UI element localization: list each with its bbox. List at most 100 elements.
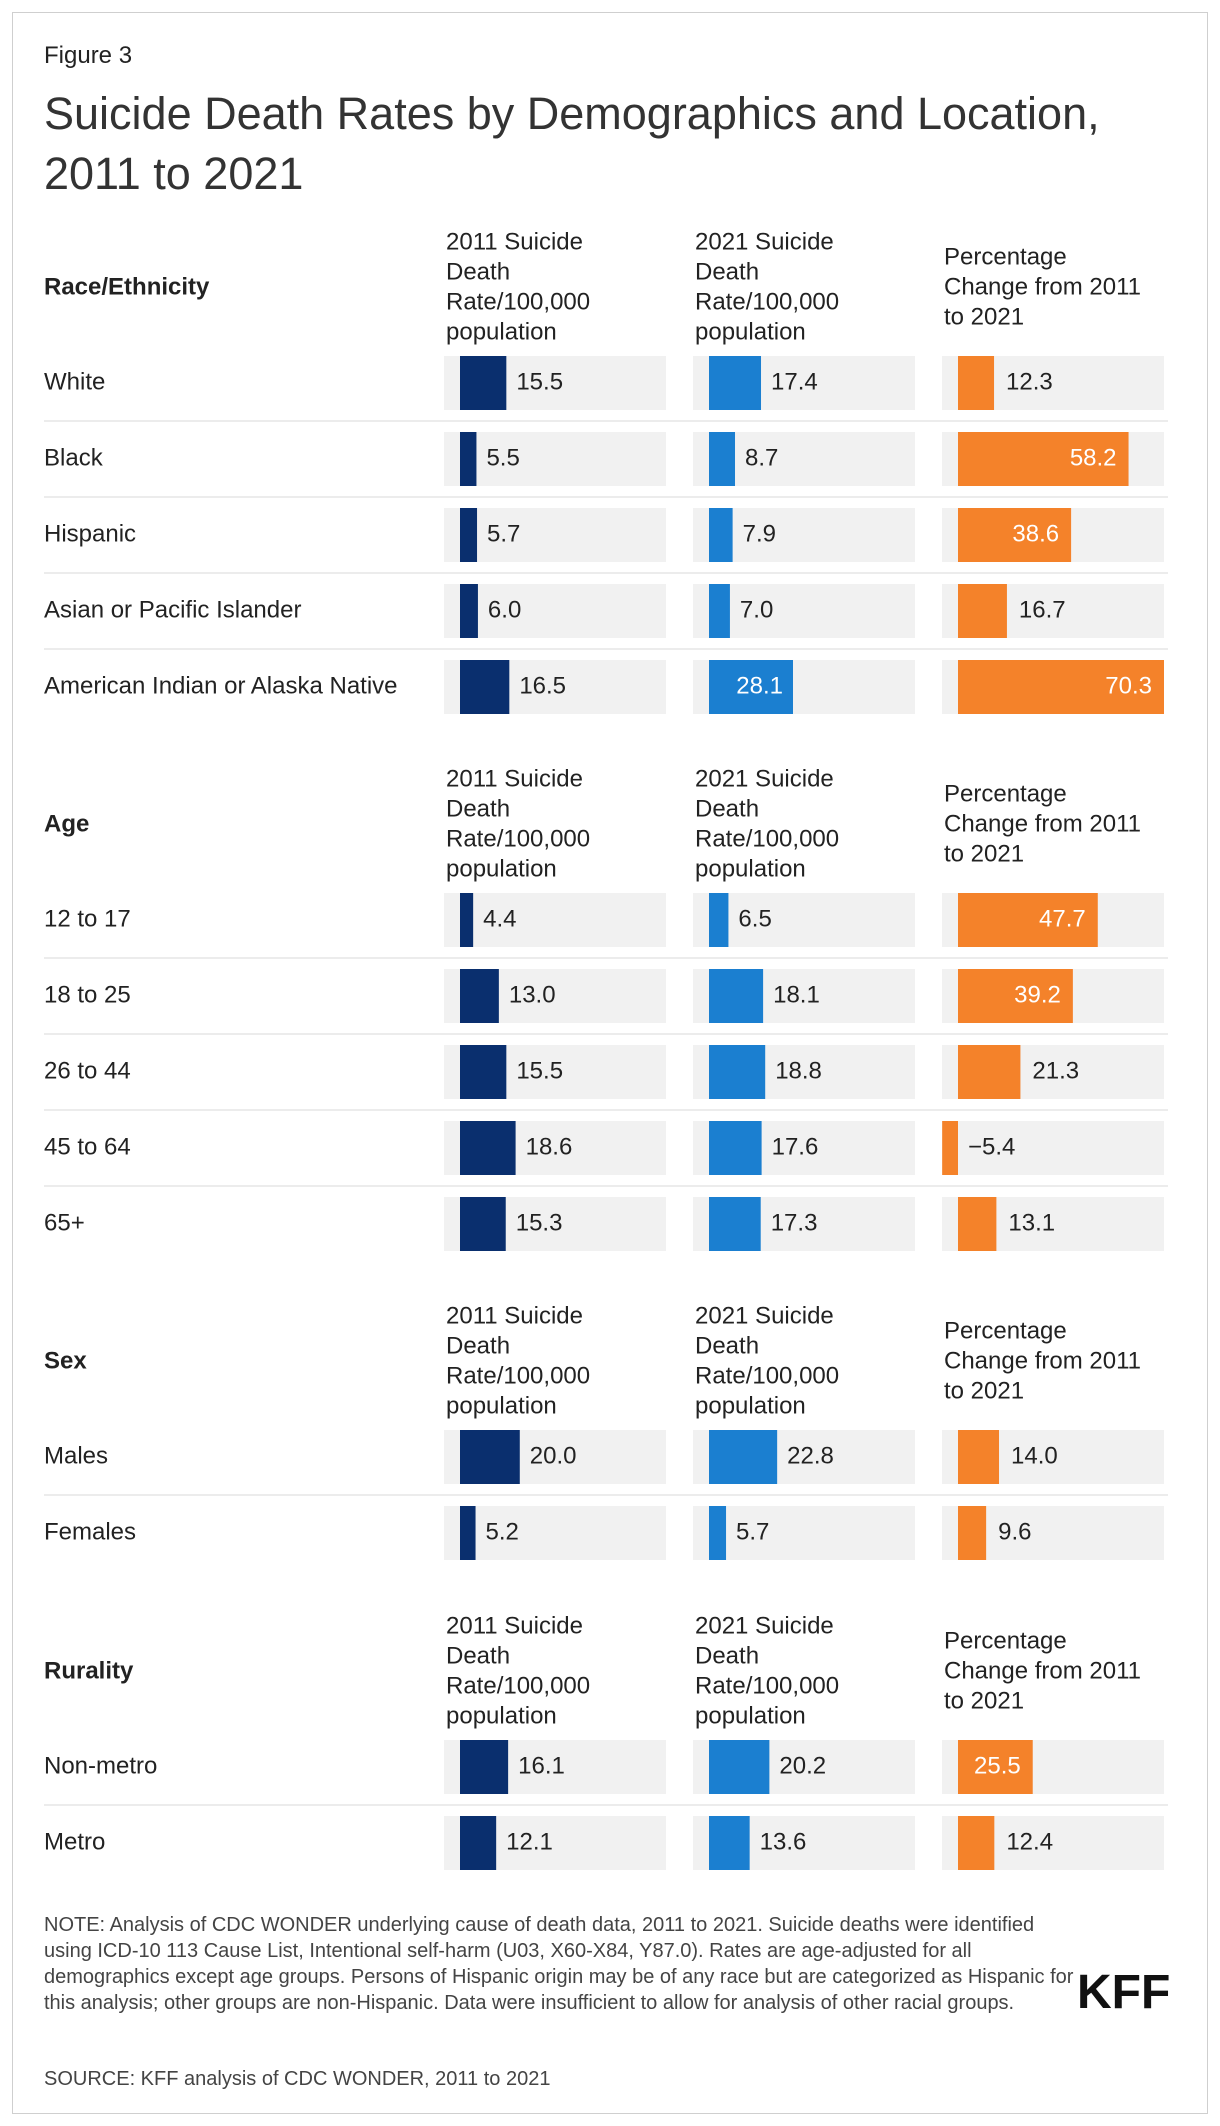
bar-value-label: 7.0 xyxy=(740,596,773,623)
bar-value-label: 14.0 xyxy=(1011,1442,1058,1469)
bar-value-label: 17.4 xyxy=(771,368,818,395)
column-header-line: to 2021 xyxy=(944,840,1024,867)
column-header-line: to 2021 xyxy=(944,303,1024,330)
bar-2011 xyxy=(460,432,477,486)
bar-value-label: 9.6 xyxy=(998,1518,1031,1545)
bar-2011 xyxy=(460,356,507,410)
bar-value-label: 12.4 xyxy=(1006,1828,1053,1855)
bar-2011 xyxy=(460,969,499,1023)
column-header-line: Percentage xyxy=(944,1627,1067,1654)
bar-track xyxy=(444,1506,666,1560)
column-header-line: Rate/100,000 xyxy=(695,288,839,315)
row-label: 45 to 64 xyxy=(44,1133,131,1160)
chart-note: NOTE: Analysis of CDC WONDER underlying … xyxy=(44,1914,1074,2014)
bar-track xyxy=(444,508,666,562)
bar-value-label: 16.7 xyxy=(1019,596,1066,623)
bar-value-label: 39.2 xyxy=(1014,981,1061,1008)
row-label: Black xyxy=(44,444,104,471)
row-label: Metro xyxy=(44,1828,105,1855)
bar-value-label: 5.7 xyxy=(736,1518,769,1545)
bar-value-label: 16.5 xyxy=(519,672,566,699)
column-header-line: Percentage xyxy=(944,1317,1067,1344)
bar-value-label: 18.8 xyxy=(775,1057,822,1084)
column-header-line: population xyxy=(695,318,806,345)
bar-pct-change xyxy=(958,1816,995,1870)
bar-pct-change xyxy=(942,1121,958,1175)
column-header-line: population xyxy=(695,855,806,882)
column-header-line: 2011 Suicide xyxy=(446,1612,583,1639)
bar-track xyxy=(693,584,915,638)
bar-value-label: 25.5 xyxy=(974,1752,1021,1779)
bar-2021 xyxy=(709,1430,778,1484)
bar-track xyxy=(942,1121,1164,1175)
column-header-line: Death xyxy=(695,1642,759,1669)
bar-value-label: 20.2 xyxy=(779,1752,826,1779)
column-header-line: Death xyxy=(446,1642,510,1669)
bar-value-label: 6.5 xyxy=(738,905,771,932)
column-header-line: Death xyxy=(695,795,759,822)
bar-2011 xyxy=(460,1816,497,1870)
bar-2021 xyxy=(709,356,762,410)
bar-value-label: 28.1 xyxy=(736,672,783,699)
bar-value-label: 17.6 xyxy=(772,1133,819,1160)
bar-value-label: 4.4 xyxy=(483,905,516,932)
row-label: Non-metro xyxy=(44,1752,157,1779)
column-header-line: Rate/100,000 xyxy=(446,288,590,315)
column-header-line: 2021 Suicide xyxy=(695,1612,834,1639)
bar-pct-change xyxy=(958,893,1098,947)
column-header-line: Change from 2011 xyxy=(944,1347,1141,1374)
row-label: Asian or Pacific Islander xyxy=(44,596,301,623)
section-title: Age xyxy=(44,810,89,837)
column-header-line: population xyxy=(446,855,557,882)
column-header-line: Rate/100,000 xyxy=(695,1672,839,1699)
chart-table: 2011 Suicide Death Rate/100,000 population 2… xyxy=(44,228,1168,1870)
chart-source: SOURCE: KFF analysis of CDC WONDER, 2011… xyxy=(44,2068,551,2090)
bar-2011 xyxy=(460,1430,520,1484)
bar-value-label: 22.8 xyxy=(787,1442,834,1469)
bar-2021 xyxy=(709,1506,727,1560)
bar-2021 xyxy=(709,508,733,562)
bar-2011 xyxy=(460,1045,507,1099)
section-title: Sex xyxy=(44,1347,87,1374)
column-header-line: Death xyxy=(695,258,759,285)
column-header-line: Rate/100,000 xyxy=(446,1672,590,1699)
bar-pct-change xyxy=(958,432,1129,486)
bar-value-label: 38.6 xyxy=(1012,520,1059,547)
section-title: Rurality xyxy=(44,1657,134,1684)
column-header-line: population xyxy=(446,1392,557,1419)
row-label: 12 to 17 xyxy=(44,905,131,932)
bar-2011 xyxy=(460,584,478,638)
kff-logo: KFF xyxy=(1077,1966,1171,2019)
bar-value-label: 5.2 xyxy=(486,1518,519,1545)
bar-pct-change xyxy=(958,1506,987,1560)
bar-pct-change xyxy=(958,1197,997,1251)
bar-value-label: 7.9 xyxy=(743,520,776,547)
column-header-line: Rate/100,000 xyxy=(695,825,839,852)
column-header-line: Percentage xyxy=(944,780,1067,807)
bar-pct-change xyxy=(958,508,1072,562)
column-header-line: Change from 2011 xyxy=(944,810,1141,837)
row-label: White xyxy=(44,368,105,395)
bar-2021 xyxy=(709,969,764,1023)
bar-value-label: 15.3 xyxy=(516,1209,563,1236)
bar-2011 xyxy=(460,1197,506,1251)
column-header-line: population xyxy=(446,1702,557,1729)
bar-value-label: 58.2 xyxy=(1070,444,1117,471)
column-header-line: 2011 Suicide xyxy=(446,1302,583,1329)
bar-2021 xyxy=(709,432,736,486)
column-header-line: Death xyxy=(446,258,510,285)
bar-value-label: 12.3 xyxy=(1006,368,1053,395)
bar-pct-change xyxy=(958,969,1073,1023)
bar-track xyxy=(693,1506,915,1560)
figure-label: Figure 3 xyxy=(44,42,133,69)
bar-2021 xyxy=(709,1740,770,1794)
bar-value-label: 6.0 xyxy=(488,596,521,623)
bar-2011 xyxy=(460,1506,476,1560)
bar-value-label: 18.1 xyxy=(773,981,820,1008)
bar-value-label: 13.0 xyxy=(509,981,556,1008)
row-label: Males xyxy=(44,1442,108,1469)
bar-2021 xyxy=(709,893,729,947)
bar-value-label: 12.1 xyxy=(506,1828,553,1855)
bar-2011 xyxy=(460,660,510,714)
bar-value-label: 21.3 xyxy=(1032,1057,1079,1084)
